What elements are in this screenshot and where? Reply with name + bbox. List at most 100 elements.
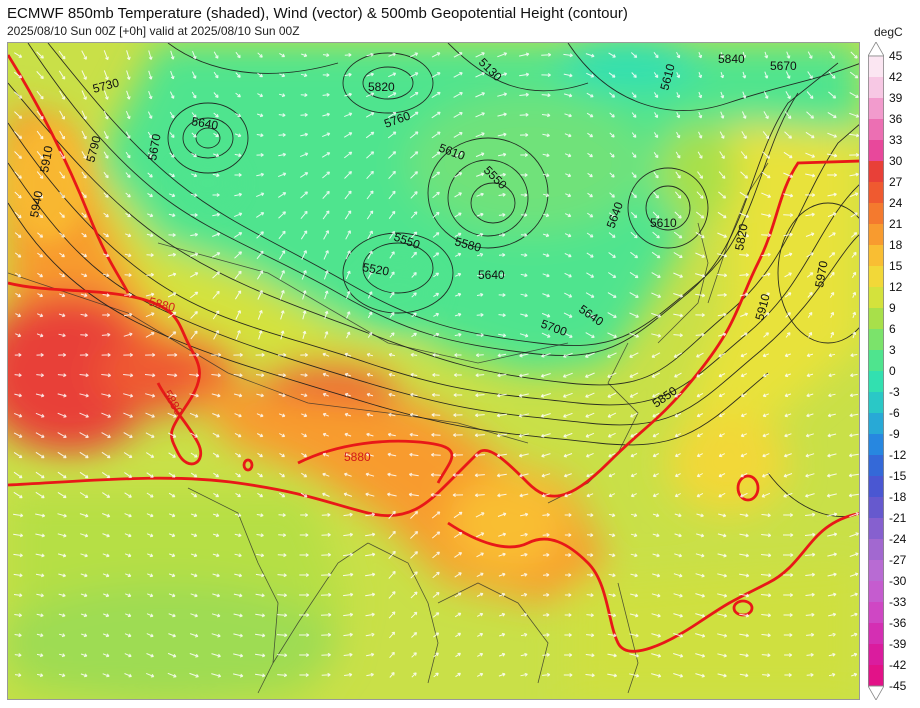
- wind-vector: [123, 393, 134, 398]
- wind-vector: [255, 593, 265, 598]
- wind-vector: [233, 613, 243, 618]
- wind-vector: [827, 453, 837, 458]
- wind-vector: [59, 110, 65, 120]
- wind-vector: [190, 330, 198, 340]
- wind-vector: [58, 593, 66, 598]
- wind-vector: [103, 90, 109, 100]
- wind-vector: [849, 192, 859, 198]
- wind-vector: [608, 232, 616, 238]
- wind-vector: [520, 612, 528, 617]
- wind-vector: [145, 432, 155, 438]
- colorbar-segment: [868, 266, 884, 288]
- colorbar-unit: degC: [874, 25, 903, 39]
- wind-vector: [322, 352, 330, 357]
- wind-vector: [698, 91, 703, 99]
- wind-vector: [520, 193, 528, 198]
- wind-vector: [145, 412, 155, 418]
- wind-vector: [848, 453, 859, 458]
- wind-vector: [36, 51, 44, 59]
- wind-vector: [147, 131, 153, 139]
- colorbar-tick-label: -6: [889, 406, 900, 420]
- wind-vector: [213, 51, 219, 59]
- wind-vector: [806, 393, 814, 398]
- wind-vector: [257, 93, 264, 98]
- wind-vector: [299, 553, 309, 558]
- wind-vector: [761, 272, 771, 277]
- contour-label: 5640: [478, 268, 505, 282]
- wind-vector: [783, 533, 794, 538]
- wind-vector: [408, 492, 419, 497]
- wind-vector: [564, 613, 572, 618]
- wind-vector: [805, 592, 815, 597]
- wind-vector: [36, 333, 44, 338]
- wind-vector: [651, 593, 661, 598]
- wind-vector: [278, 373, 286, 378]
- wind-vector: [697, 151, 703, 159]
- wind-vector: [826, 493, 837, 498]
- wind-vector: [409, 432, 419, 437]
- wind-vector: [14, 412, 23, 418]
- wind-vector: [608, 272, 617, 278]
- wind-vector: [168, 573, 176, 578]
- wind-vector: [278, 513, 286, 518]
- wind-vector: [654, 112, 659, 119]
- wind-vector: [629, 392, 639, 398]
- wind-vector: [321, 532, 331, 537]
- wind-vector: [234, 432, 242, 438]
- wind-vector: [212, 573, 220, 578]
- wind-vector: [652, 432, 660, 438]
- wind-vector: [431, 72, 441, 78]
- wind-vector: [452, 453, 463, 458]
- map-canvas: 5730 5790 5910 5940 5670 5640 5820 5760 …: [8, 43, 859, 699]
- wind-vector: [740, 433, 748, 438]
- wind-vector: [520, 652, 528, 657]
- wind-vector: [453, 152, 463, 158]
- wind-vector: [234, 232, 243, 238]
- wind-vector: [609, 152, 615, 158]
- wind-vector: [497, 92, 508, 97]
- wind-vector: [57, 533, 67, 538]
- wind-vector: [540, 413, 551, 418]
- wind-vector: [14, 151, 22, 159]
- wind-vector: [277, 613, 288, 618]
- wind-vector: [167, 331, 177, 339]
- wind-vector: [79, 393, 89, 398]
- colorbar-tick-label: 6: [889, 322, 896, 336]
- wind-vector: [125, 151, 131, 159]
- wind-vector: [586, 252, 594, 258]
- wind-vector: [14, 653, 22, 658]
- wind-vector: [717, 253, 728, 258]
- wind-vector: [411, 652, 417, 658]
- wind-vector: [453, 511, 463, 519]
- wind-vector: [36, 313, 44, 318]
- wind-vector: [609, 192, 615, 198]
- wind-vector: [101, 412, 111, 418]
- wind-vector: [541, 312, 551, 318]
- shade-south-china: [448, 473, 568, 573]
- wind-vector: [785, 332, 791, 338]
- shade-se-ocean: [568, 563, 859, 699]
- wind-vector: [651, 653, 662, 658]
- wind-vector: [431, 91, 441, 99]
- wind-vector: [300, 93, 308, 98]
- wind-vector: [652, 553, 660, 558]
- wind-vector: [807, 71, 813, 79]
- wind-vector: [168, 633, 176, 638]
- wind-vector: [496, 393, 507, 398]
- wind-vector: [125, 192, 131, 198]
- contour-high-east: [777, 202, 859, 344]
- wind-vector: [148, 50, 153, 60]
- contour-low-center-3: [470, 182, 516, 224]
- wind-vector: [189, 272, 199, 278]
- wind-vector: [433, 272, 440, 278]
- wind-vector: [805, 453, 815, 458]
- wind-vector: [519, 473, 529, 478]
- wind-vector: [123, 412, 133, 418]
- wind-vector: [849, 393, 858, 398]
- wind-vector: [431, 452, 441, 457]
- wind-vector: [301, 53, 308, 58]
- wind-vector: [234, 172, 242, 177]
- wind-vector: [15, 292, 22, 298]
- wind-vector: [740, 353, 748, 358]
